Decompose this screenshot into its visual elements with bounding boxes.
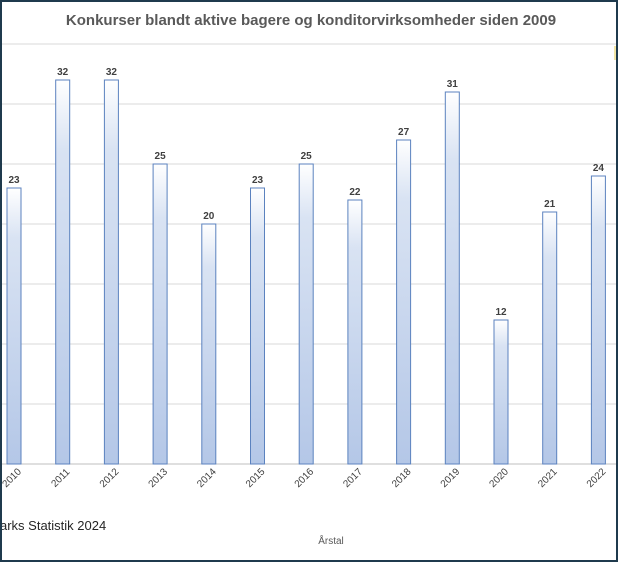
x-tick-labels: 2010 2011 2012 2013 2014 2015 2016 2017 2018 2019… <box>2 466 609 490</box>
x-tick-2018: 2018 <box>390 466 414 490</box>
bar-2015 <box>250 187 265 465</box>
data-label-2011: 32 <box>57 67 69 78</box>
x-axis-title: Årstal <box>318 534 344 547</box>
data-label-2012: 32 <box>106 67 118 78</box>
x-tick-2022: 2022 <box>585 466 609 490</box>
bar-2014 <box>201 223 217 465</box>
x-tick-2020: 2020 <box>487 466 511 490</box>
x-tick-2012: 2012 <box>98 466 122 490</box>
x-tick-2014: 2014 <box>195 466 219 490</box>
data-label-2010: 23 <box>8 175 20 186</box>
bars <box>6 79 606 465</box>
data-label-2015: 23 <box>252 175 264 186</box>
data-label-2020: 12 <box>495 307 507 318</box>
data-label-2019: 31 <box>447 79 459 90</box>
source-note: arks Statistik 2024 <box>2 518 106 533</box>
x-tick-2021: 2021 <box>536 466 560 490</box>
data-label-2021: 21 <box>544 199 556 210</box>
x-tick-2019: 2019 <box>439 466 463 490</box>
bar-2021 <box>542 211 558 465</box>
x-tick-2010: 2010 <box>2 466 24 490</box>
legend-swatch-fragment <box>614 46 616 60</box>
bar-2017 <box>347 199 363 465</box>
data-label-2013: 25 <box>155 151 167 162</box>
data-labels: 23 32 32 25 20 23 25 22 27 31 12 21 24 <box>8 67 604 318</box>
bar-2013 <box>152 163 168 465</box>
bar-2012 <box>103 79 119 465</box>
x-tick-2013: 2013 <box>147 466 171 490</box>
bar-2010 <box>6 187 22 465</box>
data-label-2016: 25 <box>301 151 313 162</box>
bar-2019 <box>444 91 460 465</box>
data-label-2014: 20 <box>203 211 215 222</box>
bar-2022 <box>590 175 606 465</box>
data-label-2022: 24 <box>593 163 605 174</box>
chart-title: Konkurser blandt aktive bagere og kondit… <box>66 12 556 29</box>
x-tick-2016: 2016 <box>293 466 317 490</box>
data-label-2017: 22 <box>349 187 361 198</box>
bar-2018 <box>396 139 412 465</box>
x-tick-2017: 2017 <box>341 466 365 490</box>
bar-2016 <box>298 163 314 465</box>
x-tick-2011: 2011 <box>49 466 72 489</box>
x-tick-2015: 2015 <box>244 466 268 490</box>
bar-2020 <box>493 319 509 465</box>
data-label-2018: 27 <box>398 127 410 138</box>
bar-2011 <box>55 79 71 465</box>
